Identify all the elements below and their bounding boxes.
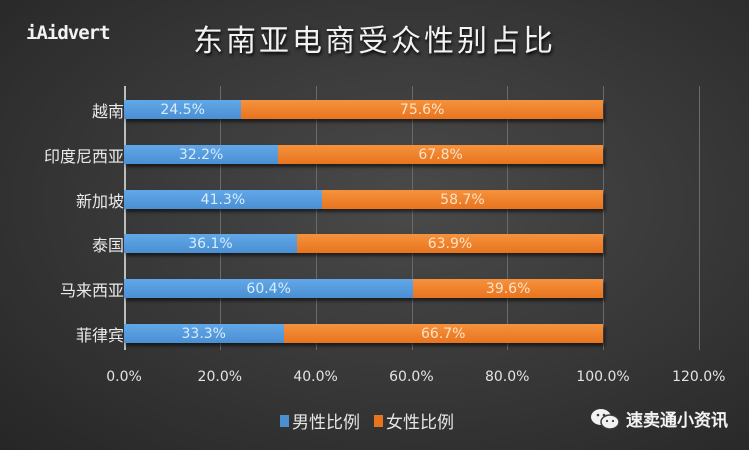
data-label: 39.6% bbox=[485, 280, 531, 297]
bar-segment-male[interactable]: 24.5% bbox=[124, 100, 242, 119]
x-tick-label: 100.0% bbox=[576, 369, 630, 385]
data-label: 32.2% bbox=[178, 146, 224, 163]
data-label: 60.4% bbox=[246, 280, 291, 297]
x-tick-label: 40.0% bbox=[293, 369, 338, 385]
bar-segment-female[interactable]: 58.7% bbox=[321, 190, 603, 209]
x-tick-label: 80.0% bbox=[484, 369, 530, 385]
gridline bbox=[316, 86, 317, 350]
gridline bbox=[412, 86, 413, 350]
data-label: 41.3% bbox=[200, 191, 246, 208]
legend-swatch-male bbox=[280, 414, 289, 427]
bar-segment-female[interactable]: 39.6% bbox=[413, 279, 603, 298]
category-label: 菲律宾 bbox=[75, 326, 124, 345]
plot-area bbox=[124, 86, 700, 350]
data-label: 24.5% bbox=[160, 101, 205, 118]
category-label: 印度尼西亚 bbox=[43, 147, 124, 166]
data-label: 75.6% bbox=[399, 101, 445, 118]
gridline bbox=[507, 86, 508, 350]
stacked-bar: 32.2% 67.8% bbox=[124, 145, 603, 164]
legend-label-female: 女性比例 bbox=[386, 413, 454, 433]
wechat-icon bbox=[591, 408, 620, 430]
bar-segment-female[interactable]: 75.6% bbox=[241, 100, 603, 119]
bar-segment-male[interactable]: 36.1% bbox=[124, 234, 297, 253]
data-label: 67.8% bbox=[418, 146, 463, 163]
chart-title: 东南亚电商受众性别占比 bbox=[193, 24, 556, 59]
data-label: 58.7% bbox=[440, 191, 485, 208]
stacked-bar: 36.1% 63.9% bbox=[124, 234, 603, 253]
bar-segment-female[interactable]: 66.7% bbox=[283, 324, 603, 343]
category-label: 新加坡 bbox=[75, 192, 124, 211]
bar-segment-female[interactable]: 63.9% bbox=[296, 234, 603, 253]
legend-item-male[interactable]: 男性比例 bbox=[280, 408, 360, 433]
category-label: 马来西亚 bbox=[59, 281, 124, 300]
x-tick-label: 60.0% bbox=[389, 369, 434, 385]
stacked-bar: 60.4% 39.6% bbox=[124, 279, 603, 298]
category-label: 越南 bbox=[91, 102, 124, 121]
legend-swatch-female bbox=[374, 414, 383, 427]
legend-label-male: 男性比例 bbox=[292, 413, 360, 433]
category-label: 泰国 bbox=[91, 236, 124, 255]
gridline bbox=[603, 86, 604, 350]
stacked-bar: 33.3% 66.7% bbox=[124, 324, 603, 343]
legend: 男性比例 女性比例 bbox=[280, 408, 468, 433]
gridline bbox=[699, 86, 700, 350]
x-tick-label: 0.0% bbox=[106, 369, 142, 385]
bar-segment-female[interactable]: 67.8% bbox=[278, 145, 603, 164]
watermark: 速卖通小资讯 bbox=[590, 406, 728, 431]
bar-segment-male[interactable]: 41.3% bbox=[124, 190, 322, 209]
data-label: 33.3% bbox=[181, 325, 226, 342]
watermark-text: 速卖通小资讯 bbox=[626, 411, 728, 431]
legend-item-female[interactable]: 女性比例 bbox=[374, 408, 454, 433]
data-label: 36.1% bbox=[188, 235, 233, 252]
x-tick-label: 120.0% bbox=[672, 369, 726, 385]
aidvert-logo: iAidvert bbox=[26, 22, 111, 44]
y-axis-line bbox=[124, 86, 126, 350]
stacked-bar: 41.3% 58.7% bbox=[124, 190, 603, 209]
data-label: 63.9% bbox=[427, 235, 473, 252]
bar-segment-male[interactable]: 33.3% bbox=[124, 324, 284, 343]
gridline bbox=[220, 86, 221, 350]
data-label: 66.7% bbox=[421, 325, 466, 342]
bar-segment-male[interactable]: 60.4% bbox=[124, 279, 414, 298]
x-tick-label: 20.0% bbox=[197, 369, 243, 385]
stacked-bar: 24.5% 75.6% bbox=[124, 100, 603, 119]
bar-segment-male[interactable]: 32.2% bbox=[124, 145, 279, 164]
